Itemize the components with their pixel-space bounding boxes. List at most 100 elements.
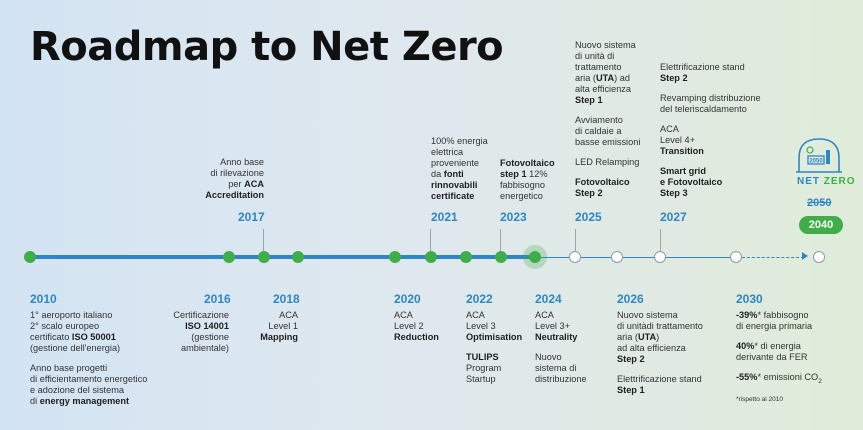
line: Step 1 (617, 385, 645, 395)
line: basse emissioni (575, 137, 641, 147)
line: Step 2 (617, 354, 645, 364)
connector-2021 (430, 229, 431, 251)
line: di unità di (575, 51, 615, 61)
net-zero-2050-icon: 2050 (796, 138, 842, 173)
line: rinnovabili (431, 180, 478, 190)
line: Fotovoltaico (575, 177, 630, 187)
milestone-dot-2020 (389, 251, 401, 263)
line: di unitàdi trattamento (617, 321, 703, 331)
line: Anno base progetti (30, 363, 108, 373)
connector-2027 (660, 229, 661, 251)
milestone-dot-2030 (730, 251, 742, 263)
line: ACA (660, 124, 679, 134)
line: Level 4+ (660, 135, 695, 145)
year-2010: 2010 (30, 292, 57, 306)
milestone-dot-2010 (24, 251, 36, 263)
line: Startup (466, 374, 496, 384)
connector-2017 (263, 229, 264, 251)
net-zero-logo-text: NET ZERO (797, 176, 856, 187)
year-2024: 2024 (535, 292, 562, 306)
line: (gestione dell'energia) (30, 343, 121, 353)
milestone-2021-text: 100% energia elettrica proveniente da fo… (431, 136, 499, 202)
line: Nuovo sistema (617, 310, 678, 320)
line: Level 1 (268, 321, 298, 331)
line: proveniente (431, 158, 480, 168)
line: Fotovoltaico (500, 158, 555, 168)
milestone-dot-2024 (529, 251, 541, 263)
year-2027: 2027 (660, 210, 687, 224)
line: e Fotovoltaico (660, 177, 723, 187)
line: ad alta efficienza (617, 343, 686, 353)
milestone-dot-2040 (813, 251, 825, 263)
milestone-2025-text: Nuovo sistema di unità di trattamento ar… (575, 40, 655, 199)
timeline-dashed-line (742, 257, 804, 258)
line: ACA (394, 310, 413, 320)
timeline-planned-line (536, 257, 736, 258)
milestone-2017-text: Anno base di rilevazione per ACA Accredi… (144, 157, 264, 201)
line: ACA (466, 310, 485, 320)
line: Step 2 (660, 73, 688, 83)
logo-year: 2050 (809, 159, 823, 165)
line: di caldaie a (575, 126, 622, 136)
line: per ACA (228, 179, 264, 189)
line: fabbisogno (500, 180, 545, 190)
year-2026: 2026 (617, 292, 644, 306)
milestone-dot-2022 (460, 251, 472, 263)
year-2050-struck: 2050 (807, 197, 832, 209)
line: Optimisation (466, 332, 523, 342)
milestone-dot-2027 (654, 251, 666, 263)
line: Step 2 (575, 188, 603, 198)
connector-2025 (575, 229, 576, 251)
year-2023: 2023 (500, 210, 527, 224)
line: -55%* emissioni CO2 (736, 372, 822, 385)
line: 100% energia (431, 136, 488, 146)
line: di energy management (30, 396, 130, 406)
line: Level 3 (466, 321, 496, 331)
line: LED Relamping (575, 157, 640, 167)
line: trattamento (575, 62, 622, 72)
milestone-2023-text: Fotovoltaico step 1 12% fabbisogno energ… (500, 158, 568, 202)
page-title: Roadmap to Net Zero (30, 24, 504, 70)
line: distribuzione (535, 374, 587, 384)
year-2030: 2030 (736, 292, 763, 306)
line: ACA (535, 310, 554, 320)
line: aria (UTA) (617, 332, 660, 342)
line: aria (UTA) ad (575, 73, 630, 83)
line: certificato ISO 50001 (30, 332, 116, 342)
line: (gestione (191, 332, 229, 342)
milestone-2018-text: ACA Level 1 Mapping (238, 310, 298, 343)
footnote: *rispetto al 2010 (736, 395, 783, 403)
line: da fonti (431, 169, 464, 179)
line: elettrica (431, 147, 464, 157)
year-2025: 2025 (575, 210, 602, 224)
line: 1° aeroporto italiano (30, 310, 113, 320)
line: Level 2 (394, 321, 424, 331)
milestone-2020-text: ACA Level 2 Reduction (394, 310, 456, 343)
line: Reduction (394, 332, 439, 342)
line: e adozione del sistema (30, 385, 124, 395)
line: Neutrality (535, 332, 578, 342)
arrow-right-icon (802, 252, 808, 260)
year-2020: 2020 (394, 292, 421, 306)
line: 40%* di energia (736, 341, 801, 351)
line: del teleriscaldamento (660, 104, 747, 114)
line: Accreditation (205, 190, 264, 200)
line: di energia primaria (736, 321, 813, 331)
year-2021: 2021 (431, 210, 458, 224)
line: Transition (660, 146, 704, 156)
milestone-2027-text: Elettrificazione stand Step 2 Revamping … (660, 62, 780, 199)
line: 2° scalo europeo (30, 321, 100, 331)
line: Mapping (260, 332, 298, 342)
milestone-dot-2026 (611, 251, 623, 263)
milestone-2010-text: 1° aeroporto italiano 2° scalo europeo c… (30, 310, 190, 407)
line: Program (466, 363, 502, 373)
line: Level 3+ (535, 321, 570, 331)
line: Smart grid (660, 166, 706, 176)
year-2018: 2018 (273, 292, 300, 306)
line: Nuovo (535, 352, 562, 362)
milestone-dot-2016 (223, 251, 235, 263)
line: sistema di (535, 363, 577, 373)
line: TULIPS (466, 352, 499, 362)
line: Anno base (220, 157, 264, 167)
line: ambientale) (180, 343, 229, 353)
